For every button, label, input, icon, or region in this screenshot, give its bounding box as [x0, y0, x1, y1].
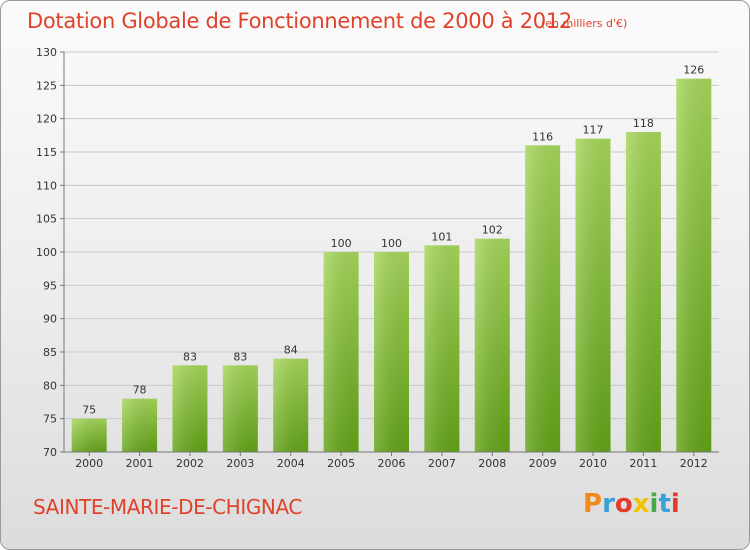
x-tick-label: 2002 — [176, 457, 204, 470]
bar-shade — [525, 145, 561, 453]
bar-shade — [424, 245, 460, 452]
chart-title: Dotation Globale de Fonctionnement de 20… — [27, 9, 572, 33]
x-tick-label: 2011 — [629, 457, 657, 470]
bar-shade — [625, 132, 661, 452]
x-tick-label: 2003 — [226, 457, 254, 470]
x-tick-label: 2005 — [327, 457, 355, 470]
y-tick-label: 85 — [43, 346, 57, 359]
bar-value-label: 83 — [183, 350, 197, 363]
y-tick-label: 70 — [43, 446, 57, 459]
x-tick-label: 2000 — [75, 457, 103, 470]
bar-shade — [474, 238, 510, 452]
y-tick-label: 80 — [43, 379, 57, 392]
y-tick-label: 100 — [36, 246, 57, 259]
bar-value-label: 100 — [381, 237, 402, 250]
proxiti-logo[interactable]: Proxiti — [583, 489, 680, 519]
bar-value-label: 126 — [683, 64, 704, 77]
bar-shade — [172, 365, 208, 452]
bar-shade — [575, 138, 611, 452]
y-axis: 70 75 80 85 90 95 100 105 110 115 120 125 130 — [36, 46, 65, 459]
bar-value-label: 102 — [482, 224, 503, 237]
x-tick-label: 2004 — [277, 457, 305, 470]
bar-shade — [323, 252, 359, 452]
bar-value-label: 100 — [331, 237, 352, 250]
y-tick-label: 75 — [43, 413, 57, 426]
bar-value-label: 116 — [532, 130, 553, 143]
bar-value-label: 78 — [133, 384, 147, 397]
bar-value-label: 118 — [633, 117, 654, 130]
bar-shade — [71, 418, 107, 452]
commune-name: SAINTE-MARIE-DE-CHIGNAC — [33, 495, 302, 519]
x-tick-label: 2001 — [126, 457, 154, 470]
chart-unit: (en milliers d'€) — [541, 17, 628, 30]
x-tick-label: 2010 — [579, 457, 607, 470]
bar-shade — [122, 398, 158, 452]
bar-shade — [374, 252, 409, 452]
x-tick-label: 2012 — [680, 457, 708, 470]
y-tick-label: 125 — [36, 79, 57, 92]
y-tick-label: 105 — [36, 213, 57, 226]
x-tick-label: 2009 — [529, 457, 557, 470]
bar-shade — [222, 365, 258, 452]
x-tick-label: 2006 — [378, 457, 406, 470]
x-tick-label: 2008 — [478, 457, 506, 470]
y-tick-label: 120 — [36, 113, 57, 126]
x-axis: 2000 2001 2002 2003 2004 2005 2006 2007 2008 2009… — [64, 451, 719, 470]
bars: 75 78 83 83 84 100 100 101 102 116 117 118 126 — [71, 64, 712, 453]
bar-value-label: 75 — [82, 404, 96, 417]
bar-value-label: 83 — [233, 350, 247, 363]
bar-value-label: 101 — [431, 230, 452, 243]
bar-value-label: 84 — [284, 344, 298, 357]
bar-value-label: 117 — [583, 124, 604, 137]
y-tick-label: 90 — [43, 313, 57, 326]
y-tick-label: 95 — [43, 279, 57, 292]
y-tick-label: 115 — [36, 146, 57, 159]
y-tick-label: 130 — [36, 46, 57, 59]
y-tick-label: 110 — [36, 179, 57, 192]
bar-shade — [273, 358, 309, 452]
bar-shade — [676, 78, 712, 453]
x-tick-label: 2007 — [428, 457, 456, 470]
